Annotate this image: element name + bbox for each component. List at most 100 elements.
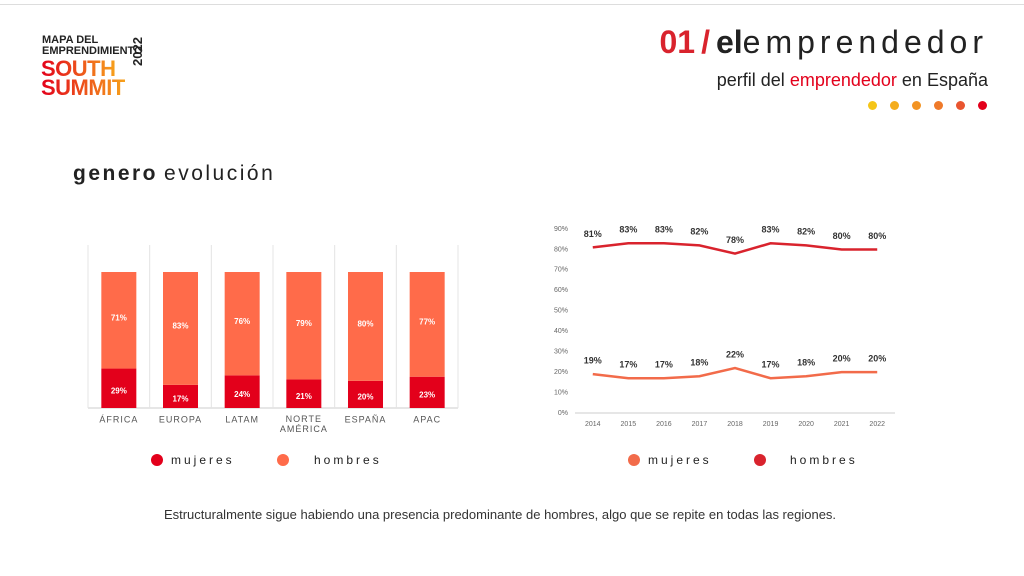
value-label: 17%: [619, 360, 637, 370]
y-tick-label: 90%: [554, 226, 568, 233]
value-label: 18%: [690, 358, 708, 368]
legend-swatch: [754, 454, 766, 466]
y-tick-label: 70%: [554, 267, 568, 274]
bar-segment: [409, 272, 445, 377]
y-tick-label: 10%: [554, 389, 568, 396]
decor-dot: [890, 101, 899, 110]
value-label: 17%: [762, 360, 780, 370]
line-series: [592, 366, 878, 380]
value-label: 82%: [690, 227, 708, 237]
value-label: 21%: [296, 392, 312, 401]
value-label: 77%: [419, 317, 435, 326]
legend-swatch: [151, 454, 163, 466]
x-tick-label-line: AMÉRICA: [280, 424, 328, 434]
legend-label: hombres: [790, 453, 858, 467]
bar-segment: [101, 368, 137, 408]
title-slash: /: [701, 24, 710, 60]
value-label: 82%: [797, 227, 815, 237]
x-tick-label: ÁFRICA: [99, 414, 138, 424]
bar-segment: [348, 272, 383, 381]
x-tick-label: ESPAÑA: [345, 414, 387, 424]
x-tick-label-line: NORTE: [286, 414, 322, 424]
page-title: 01/elemprendedor: [659, 24, 988, 61]
footer-note: Estructuralmente sigue habiendo una pres…: [163, 507, 837, 522]
logo-text: SOUTH: [41, 56, 116, 81]
value-label: 24%: [234, 390, 250, 399]
value-label: 83%: [172, 322, 188, 331]
bar-segment: [163, 384, 198, 408]
x-tick-label: APAC: [413, 414, 441, 424]
x-tick-label: 2021: [834, 421, 850, 428]
legend-label: mujeres: [171, 453, 235, 467]
legend-swatch: [277, 454, 289, 466]
y-tick-label: 80%: [554, 246, 568, 253]
x-tick-label: 2020: [798, 421, 814, 428]
section-light: evolución: [164, 162, 276, 185]
y-tick-label: 60%: [554, 287, 568, 294]
x-tick-label: 2018: [727, 421, 743, 428]
y-tick-label: 40%: [554, 328, 568, 335]
value-label: 80%: [833, 231, 851, 241]
line-series: [592, 242, 878, 255]
y-tick-label: 0%: [558, 410, 568, 417]
title-light: emprendedor: [742, 24, 988, 60]
value-label: 83%: [655, 225, 673, 235]
value-label: 19%: [584, 356, 602, 366]
bar-segment: [163, 272, 198, 385]
subtitle: perfil del emprendedor en España: [717, 70, 988, 91]
title-bold: el: [715, 24, 743, 60]
value-label: 17%: [655, 360, 673, 370]
y-tick-label: 30%: [554, 349, 568, 356]
bar-segment: [348, 380, 383, 408]
x-tick-label: 2014: [585, 421, 601, 428]
subtitle-text: en España: [901, 70, 988, 90]
bar-segment: [286, 272, 322, 380]
value-label: 20%: [357, 393, 373, 402]
decor-dot: [956, 101, 965, 110]
bar-segment: [101, 272, 137, 369]
value-label: 29%: [111, 386, 127, 395]
logo-text: EMPRENDIMIENTO: [42, 45, 143, 57]
x-tick-label: 2017: [692, 421, 708, 428]
value-label: 20%: [833, 353, 851, 363]
value-label: 80%: [357, 320, 373, 329]
value-label: 79%: [296, 319, 312, 328]
x-tick-label: LATAM: [225, 414, 259, 424]
decor-dot: [978, 101, 987, 110]
y-tick-label: 20%: [554, 369, 568, 376]
x-tick-label: EUROPA: [159, 414, 202, 424]
x-tick-label: NORTE AMÉRICA: [280, 414, 328, 434]
logo-text: SUMMIT: [41, 75, 125, 100]
top-rule: [0, 4, 1024, 5]
y-tick-label: 50%: [554, 308, 568, 315]
value-label: 18%: [797, 358, 815, 368]
value-label: 78%: [726, 235, 744, 245]
bar-segment: [224, 375, 260, 408]
value-label: 17%: [172, 395, 188, 404]
logo-text: MAPA DEL: [42, 34, 99, 46]
section-bold: genero: [73, 162, 159, 185]
value-label: 71%: [111, 313, 127, 322]
x-tick-label: 2019: [763, 421, 779, 428]
decor-dot: [868, 101, 877, 110]
title-number: 01: [659, 24, 696, 60]
value-label: 20%: [868, 353, 886, 363]
x-tick-label: 2016: [656, 421, 672, 428]
value-label: 22%: [726, 349, 744, 359]
value-label: 81%: [584, 229, 602, 239]
bar-segment: [286, 379, 322, 408]
bar-segment: [224, 272, 260, 376]
section-title: genero evolución: [73, 162, 275, 186]
legend-swatch: [628, 454, 640, 466]
value-label: 76%: [234, 317, 250, 326]
value-label: 83%: [762, 225, 780, 235]
decor-dot: [912, 101, 921, 110]
value-label: 80%: [868, 231, 886, 241]
value-label: 23%: [419, 390, 435, 399]
legend-label: mujeres: [648, 453, 712, 467]
value-label: 83%: [619, 225, 637, 235]
legend-label: hombres: [314, 453, 382, 467]
decor-dot: [934, 101, 943, 110]
